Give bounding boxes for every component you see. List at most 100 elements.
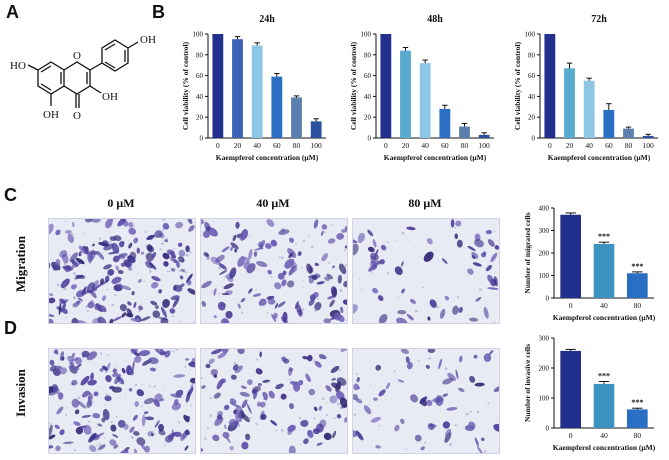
stained-cell	[280, 393, 287, 400]
stained-cell	[357, 232, 365, 244]
stained-cell	[67, 233, 75, 243]
membrane-pore	[169, 350, 172, 352]
stained-cell	[163, 261, 169, 267]
chart-48h-error-bar-60	[442, 104, 448, 109]
stained-cell	[343, 280, 347, 288]
membrane-pore	[70, 231, 72, 234]
membrane-pore	[110, 420, 113, 424]
stained-cell	[288, 237, 294, 243]
stained-cell	[55, 445, 61, 452]
chart-migration-ytick-label: 200	[539, 250, 550, 258]
stained-cell	[62, 265, 74, 271]
stained-cell	[128, 221, 134, 228]
chart-72h-error-bar-40	[586, 77, 592, 81]
membrane-pore	[324, 231, 327, 234]
membrane-pore	[123, 258, 126, 261]
membrane-pore	[164, 444, 167, 447]
membrane-pore	[417, 359, 420, 362]
stained-cell	[375, 445, 381, 449]
stained-cell	[376, 260, 381, 265]
membrane-pore	[298, 417, 302, 420]
stained-cell	[455, 220, 462, 227]
chart-72h-title: 72h	[591, 14, 607, 25]
chart-24h-error-bar-80	[293, 95, 300, 98]
stained-cell	[480, 437, 485, 442]
membrane-pore	[301, 267, 303, 269]
chart-migration-xtick-label: 40	[600, 301, 608, 310]
stained-cell	[126, 365, 132, 376]
membrane-pore	[143, 308, 145, 310]
stained-cell	[77, 297, 83, 302]
stained-cell	[180, 283, 185, 288]
membrane-pore	[166, 270, 169, 273]
stained-cell	[342, 299, 347, 305]
chart-72h-xtick-label: 60	[605, 141, 613, 150]
membrane-pore	[91, 400, 94, 404]
stained-cell	[113, 444, 119, 449]
stained-cell	[458, 306, 463, 313]
stained-cell	[394, 424, 400, 432]
stained-cell	[49, 424, 53, 436]
membrane-pore	[68, 253, 71, 256]
stained-cell	[232, 364, 239, 371]
stained-cell	[223, 404, 230, 411]
membrane-pore	[211, 290, 213, 292]
stained-cell	[487, 239, 495, 247]
stained-cell	[490, 252, 498, 263]
stained-cell	[372, 287, 379, 294]
stained-cell	[230, 242, 239, 250]
membrane-pore	[233, 361, 236, 365]
stained-cell	[99, 304, 107, 313]
membrane-pore	[104, 404, 106, 406]
stained-cell	[240, 385, 247, 389]
stained-cell	[329, 299, 335, 308]
chart-24h-title: 24h	[259, 14, 275, 25]
membrane-pore	[145, 244, 147, 246]
stained-cell	[71, 317, 79, 323]
stained-cell	[330, 382, 340, 389]
membrane-pore	[275, 383, 278, 386]
stained-cell	[84, 219, 93, 223]
stained-cell	[337, 274, 342, 284]
stained-cell	[58, 392, 64, 400]
chart-invasion-xaxis-label: Kaempferol concentration (μM)	[553, 443, 656, 452]
chart-48h-xtick-label: 80	[461, 141, 469, 150]
chart-72h-ytick-label: 80	[528, 51, 536, 59]
membrane-pore	[73, 296, 76, 299]
panel-label-b: B	[152, 2, 165, 22]
membrane-pore	[168, 270, 171, 273]
chart-48h-xtick-label: 60	[441, 141, 449, 150]
membrane-pore	[89, 262, 91, 265]
stained-cell	[469, 317, 479, 322]
membrane-pore	[454, 423, 457, 427]
chart-invasion-xtick-label: 40	[600, 431, 608, 440]
chart-48h-ytick-label: 40	[364, 93, 372, 101]
membrane-pore	[281, 256, 284, 260]
stained-cell	[306, 263, 313, 274]
stained-cell	[223, 283, 234, 290]
chart-24h-error-bar-60	[274, 73, 280, 77]
stained-cell	[133, 301, 137, 309]
chart-invasion-ytick-label: 300	[539, 335, 550, 343]
membrane-pore	[255, 288, 257, 291]
chart-48h-xtick-label: 0	[384, 141, 388, 150]
stained-cell	[409, 298, 416, 304]
chart-72h-xtick-label: 80	[625, 141, 633, 150]
stained-cell	[212, 434, 220, 442]
stained-cell	[183, 414, 190, 423]
stained-cell	[188, 361, 195, 368]
stained-cell	[112, 255, 120, 263]
membrane-pore	[423, 441, 426, 444]
stained-cell	[136, 389, 145, 397]
stained-cell	[426, 238, 433, 245]
stained-cell	[176, 260, 180, 269]
chart-72h-error-bar-100	[645, 133, 651, 136]
stained-cell	[134, 400, 139, 408]
stained-cell	[222, 431, 230, 439]
membrane-pore	[65, 413, 68, 416]
stained-cell	[340, 306, 344, 314]
membrane-pore	[370, 271, 373, 274]
chart-24h-ytick-label: 80	[196, 51, 204, 59]
stained-cell	[61, 253, 69, 264]
stained-cell	[149, 367, 157, 372]
